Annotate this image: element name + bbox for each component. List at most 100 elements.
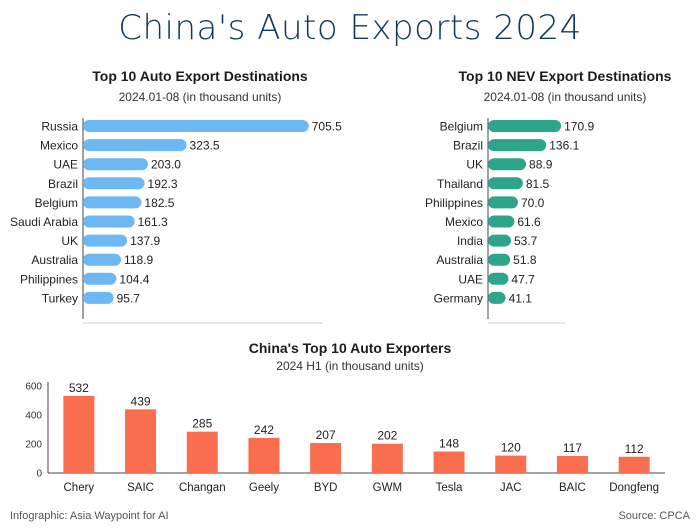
chart1-subtitle: 2024.01-08 (in thousand units) [118,90,282,104]
exporters-bar [618,456,650,473]
nev-destinations-category-label: UAE [458,272,483,286]
nev-destinations-bar [488,139,547,152]
exporters-bar [556,456,588,473]
exporters-value-label: 242 [254,423,274,437]
exporters-value-label: 207 [316,428,336,442]
nev-destinations-category-label: Australia [436,253,483,267]
chart3-title: China's Top 10 Auto Exporters [248,340,452,356]
nev-destinations-bar [488,196,518,209]
chart2-title: Top 10 NEV Export Destinations [458,68,672,84]
nev-destinations-category-label: Belgium [440,120,483,134]
destinations-value-label: 95.7 [117,291,141,305]
destinations-bar [83,196,142,209]
exporters-category-label: GWM [373,482,402,494]
exporters-bar [495,455,527,473]
exporters-category-label: SAIC [127,482,154,494]
footer-credit: Infographic: Asia Waypoint for AI [10,510,169,522]
destinations-value-label: 192.3 [148,177,178,191]
destinations-bar [83,253,122,266]
exporters-ytick-label: 200 [25,440,42,451]
destinations-category-label: UAE [53,158,78,172]
destinations-bar [83,272,117,285]
exporters-category-label: BYD [314,482,338,494]
nev-destinations-bar [488,234,511,247]
nev-destinations-value-label: 41.1 [509,291,533,305]
destinations-category-label: Turkey [42,291,78,305]
exporters-value-label: 285 [192,417,212,431]
destinations-bar [83,120,309,132]
nev-destinations-value-label: 170.9 [564,120,594,134]
nev-destinations-value-label: 53.7 [514,234,538,248]
exporters-value-label: 112 [625,442,644,456]
exporters-category-label: Dongfeng [609,482,659,494]
nev-destinations-category-label: UK [466,158,483,172]
nev-destinations-category-label: Mexico [445,215,483,229]
destinations-bar [83,139,187,152]
nev-destinations-value-label: 47.7 [511,272,535,286]
destinations-category-label: Philippines [20,272,78,286]
exporters-bar [63,395,95,473]
nev-destinations-value-label: 70.0 [521,196,545,210]
destinations-value-label: 118.9 [124,253,153,267]
destinations-value-label: 104.4 [119,272,149,286]
exporters-ytick-label: 600 [25,382,42,393]
nev-destinations-value-label: 51.8 [513,253,537,267]
exporters-bar [371,443,403,473]
exporters-category-label: Geely [249,482,279,494]
exporters-category-label: BAIC [559,482,586,494]
nev-destinations-bar [488,120,562,132]
exporters-value-label: 117 [563,441,582,455]
nev-destinations-category-label: Germany [434,291,483,305]
exporters-category-label: Changan [179,482,226,494]
nev-destinations-value-label: 136.1 [549,139,579,153]
destinations-bar [83,158,148,171]
nev-destinations-bar [488,158,527,171]
page-title: China's Auto Exports 2024 [118,8,582,48]
exporters-bar [433,451,465,473]
destinations-value-label: 137.9 [130,234,160,248]
destinations-category-label: Australia [31,253,78,267]
exporters-bar [125,409,157,473]
nev-destinations-category-label: Brazil [453,139,483,153]
destinations-bar [83,215,135,228]
exporters-bar [248,437,280,473]
footer-source: Source: CPCA [618,510,690,522]
destinations-category-label: Russia [41,120,78,134]
destinations-value-label: 705.5 [312,120,342,134]
exporters-category-label: Tesla [436,482,463,494]
destinations-bar [83,234,128,247]
nev-destinations-bar [488,272,509,285]
nev-destinations-category-label: Philippines [425,196,483,210]
exporters-ytick-label: 0 [36,469,42,480]
exporters-value-label: 202 [377,429,397,443]
destinations-value-label: 203.0 [151,158,181,172]
exporters-value-label: 532 [69,381,89,395]
nev-destinations-value-label: 81.5 [526,177,550,191]
chart1-title: Top 10 Auto Export Destinations [92,68,308,84]
chart2-subtitle: 2024.01-08 (in thousand units) [483,90,647,104]
nev-destinations-bar [488,291,506,304]
destinations-category-label: Saudi Arabia [10,215,78,229]
exporters-category-label: Chery [64,482,95,494]
nev-destinations-value-label: 61.6 [517,215,541,229]
exporters-bar [310,442,342,473]
exporters-value-label: 148 [439,437,459,451]
nev-destinations-category-label: Thailand [437,177,483,191]
nev-destinations-bar [488,177,523,190]
exporters-bar [186,431,218,473]
destinations-category-label: Mexico [40,139,78,153]
destinations-value-label: 161.3 [138,215,168,229]
destinations-bar [83,177,145,190]
destinations-bar [83,291,114,304]
nev-destinations-value-label: 88.9 [529,158,553,172]
exporters-ytick-label: 400 [25,411,42,422]
exporters-category-label: JAC [500,482,522,494]
nev-destinations-bar [488,253,511,266]
chart3-subtitle: 2024 H1 (in thousand units) [276,359,424,373]
destinations-category-label: UK [61,234,78,248]
nev-destinations-category-label: India [457,234,483,248]
exporters-value-label: 439 [131,394,151,408]
destinations-value-label: 323.5 [190,139,220,153]
destinations-category-label: Brazil [48,177,78,191]
